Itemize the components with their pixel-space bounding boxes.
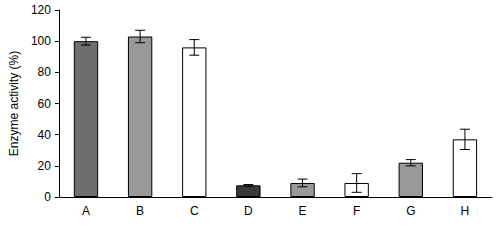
svg-text:B: B: [136, 204, 144, 218]
svg-text:G: G: [406, 204, 415, 218]
svg-text:A: A: [82, 204, 90, 218]
svg-text:H: H: [461, 204, 470, 218]
svg-text:60: 60: [38, 97, 52, 111]
svg-text:E: E: [299, 204, 307, 218]
svg-text:C: C: [190, 204, 199, 218]
svg-text:120: 120: [31, 3, 51, 17]
svg-text:D: D: [244, 204, 253, 218]
svg-text:F: F: [353, 204, 360, 218]
svg-text:100: 100: [31, 34, 51, 48]
svg-text:40: 40: [38, 128, 52, 142]
svg-text:20: 20: [38, 159, 52, 173]
svg-text:0: 0: [44, 190, 51, 204]
svg-text:Enzyme activity (%): Enzyme activity (%): [7, 51, 21, 156]
svg-text:80: 80: [38, 65, 52, 79]
